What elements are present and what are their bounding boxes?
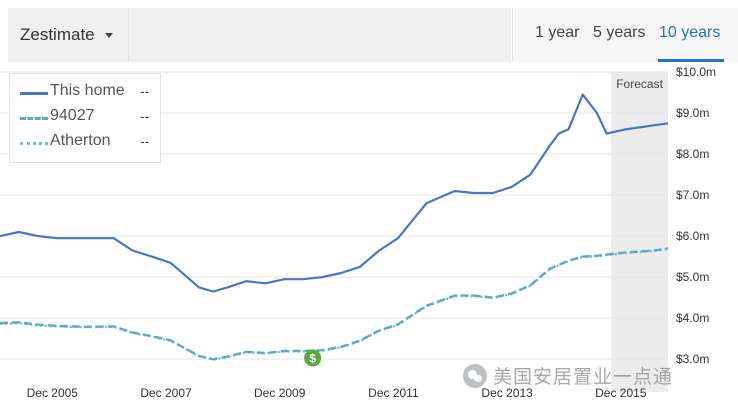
y-tick-label: $6.0m	[676, 229, 709, 243]
y-tick-label: $9.0m	[676, 106, 709, 120]
svg-text:$: $	[309, 352, 316, 366]
series-line-atherton	[0, 247, 669, 361]
toolbar-spacer	[129, 8, 511, 62]
tab-5-years[interactable]: 5 years	[593, 24, 646, 41]
legend-item-atherton[interactable]: Atherton --	[10, 132, 160, 156]
y-tick-label: $3.0m	[676, 352, 709, 366]
legend-swatch-dotted	[20, 142, 48, 145]
legend-label: Atherton	[50, 132, 111, 149]
legend-value: --	[140, 83, 150, 99]
x-tick-label: Dec 2011	[368, 386, 419, 400]
legend-item-this-home[interactable]: This home --	[10, 82, 160, 106]
tab-1-year[interactable]: 1 year	[535, 24, 580, 41]
x-tick-label: Dec 2005	[27, 386, 79, 400]
zestimate-dropdown-label: Zestimate	[20, 25, 95, 44]
time-range-tabs: 1 year 5 years 10 years	[512, 8, 738, 62]
series-line-this-home	[0, 93, 669, 293]
y-tick-label: $4.0m	[676, 311, 709, 325]
tab-10-years[interactable]: 10 years	[659, 24, 721, 41]
x-tick-label: Dec 2015	[595, 386, 647, 400]
y-tick-label: $10.0m	[676, 65, 716, 79]
chart-legend: This home -- 94027 -- Atherton --	[9, 73, 161, 163]
y-tick-label: $8.0m	[676, 147, 709, 161]
legend-label: 94027	[50, 107, 95, 124]
legend-swatch-solid	[20, 92, 48, 95]
caret-down-icon	[104, 32, 113, 38]
x-tick-label: Dec 2007	[140, 386, 192, 400]
wechat-icon	[463, 363, 487, 388]
dollar-sign-icon[interactable]: $	[304, 349, 322, 367]
legend-item-94027[interactable]: 94027 --	[10, 107, 160, 131]
watermark-text: 美国安居置业一点通	[493, 366, 674, 388]
y-tick-label: $5.0m	[676, 270, 709, 284]
active-tab-indicator	[658, 59, 724, 62]
x-tick-label: Dec 2013	[481, 386, 533, 400]
y-tick-label: $7.0m	[676, 188, 709, 202]
legend-value: --	[140, 108, 150, 124]
chart-toolbar: Zestimate 1 year 5 years 10 years	[0, 0, 738, 66]
series-line-94027	[0, 247, 669, 361]
zestimate-dropdown[interactable]: Zestimate	[8, 8, 129, 62]
watermark: 美国安居置业一点通	[463, 362, 673, 389]
legend-value: --	[140, 133, 150, 149]
legend-label: This home	[50, 82, 125, 99]
forecast-band	[611, 72, 668, 392]
legend-swatch-dashed	[20, 117, 48, 120]
forecast-label: Forecast	[616, 77, 663, 91]
x-tick-label: Dec 2009	[254, 386, 306, 400]
